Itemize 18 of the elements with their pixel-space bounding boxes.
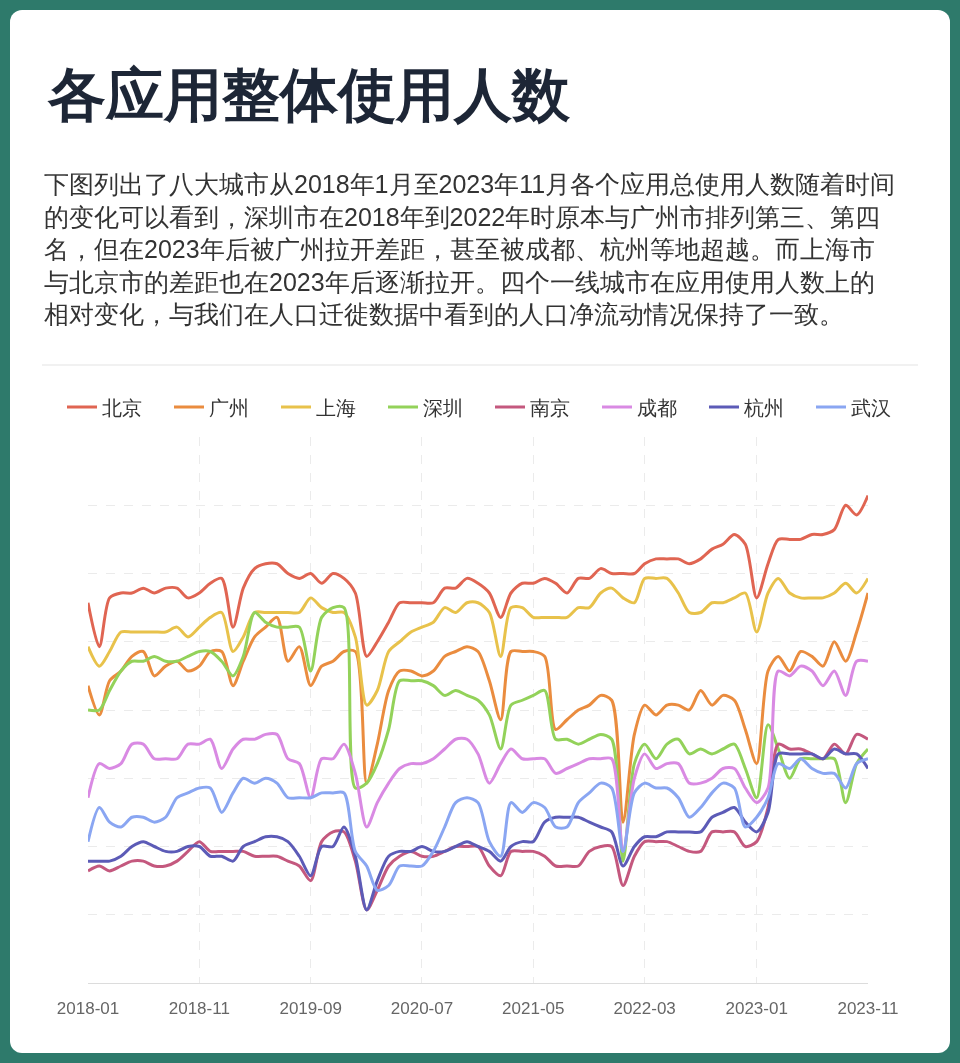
legend-label: 北京 (102, 396, 142, 419)
legend-label: 南京 (530, 396, 570, 419)
legend-label: 成都 (637, 396, 677, 419)
chart-subtitle: 下图列出了八大城市从2018年1月至2023年11月各个应用总使用人数随着时间的变化可以看到，深圳市在2018年到2022年时原本与广州市排列第三、第四名，但在2023年后被广州拉开差距，甚至被成都、杭州等地超越。而上海市与北京市的差距也在2023年后逐渐拉开。四个一线城市在应用使用人数上的相对变化，与我们在人口迁徙数据中看到的人口净流动情况保持了一致。 (44, 170, 896, 328)
legend-label: 广州 (209, 396, 249, 419)
x-tick-label: 2018-01 (56, 999, 120, 1019)
x-tick-label: 2018-11 (168, 999, 230, 1019)
legend-label: 武汉 (851, 396, 891, 419)
legend-label: 上海 (316, 396, 356, 419)
x-tick-label: 2019-09 (279, 999, 342, 1019)
x-tick-label: 2023-11 (837, 999, 899, 1019)
x-tick-label: 2021-05 (502, 999, 565, 1019)
legend-label: 深圳 (423, 396, 463, 419)
chart-title: 各应用整体使用人数 (47, 62, 571, 128)
x-tick-label: 2020-07 (390, 999, 454, 1019)
legend-label: 杭州 (743, 396, 784, 419)
x-tick-label: 2022-03 (613, 999, 676, 1019)
x-tick-label: 2023-01 (725, 999, 788, 1019)
